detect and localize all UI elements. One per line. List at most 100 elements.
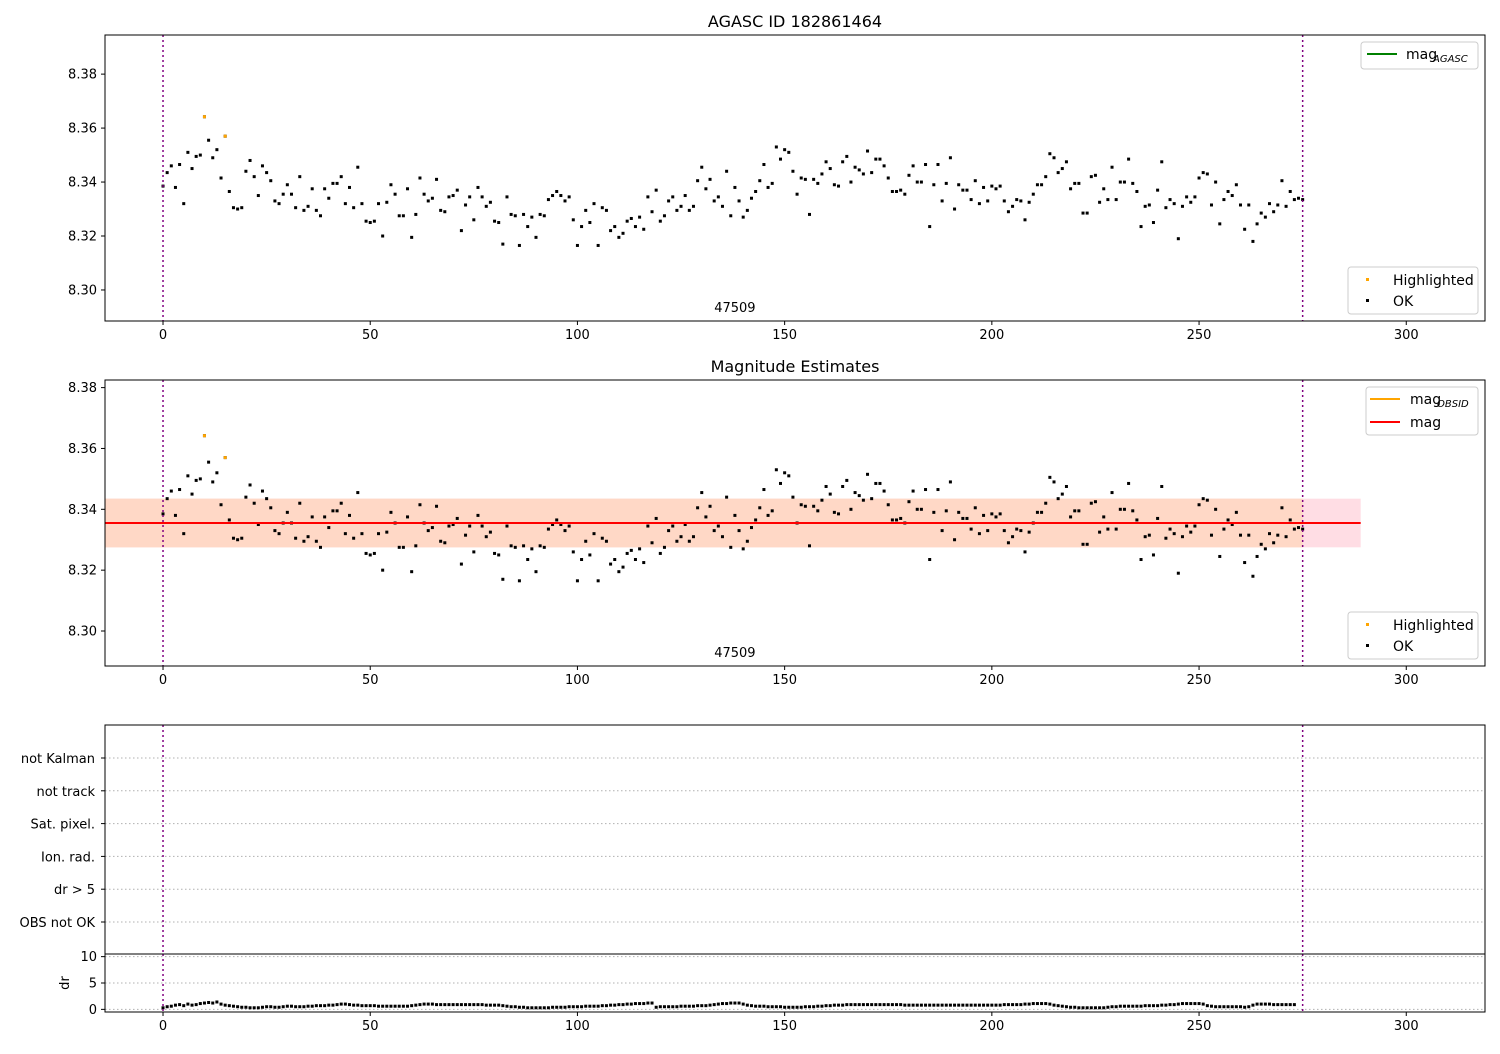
- dr-point: [621, 1003, 625, 1007]
- ok-point: [410, 235, 414, 239]
- dr-point: [953, 1003, 957, 1007]
- ok-point: [352, 206, 356, 210]
- x-tick-label: 50: [362, 328, 379, 343]
- dr-point: [281, 1005, 285, 1009]
- y-tick-label: 0: [89, 1003, 97, 1018]
- ok-point: [484, 204, 488, 208]
- dr-point: [1172, 1003, 1176, 1007]
- ok-point: [335, 181, 339, 185]
- ok-point: [977, 202, 981, 206]
- ok-point: [1280, 506, 1284, 510]
- ok-point: [1027, 200, 1031, 204]
- ok-point: [1201, 497, 1205, 501]
- dr-point: [567, 1005, 571, 1009]
- y-tick-label: 10: [80, 950, 97, 965]
- dr-point: [737, 1001, 741, 1005]
- dr-point: [464, 1003, 468, 1007]
- ok-point: [476, 185, 480, 189]
- ok-point: [940, 529, 944, 533]
- ok-point: [343, 532, 347, 536]
- ok-point: [1160, 484, 1164, 488]
- dr-point: [696, 1004, 700, 1008]
- ok-point: [745, 539, 749, 543]
- ok-point: [1226, 518, 1230, 522]
- ok-point: [497, 553, 501, 557]
- ok-point: [658, 219, 662, 223]
- dr-point: [240, 1005, 244, 1009]
- dr-point: [592, 1004, 596, 1008]
- x-tick-label: 250: [1187, 328, 1212, 343]
- dr-point: [480, 1003, 484, 1007]
- dr-point: [1069, 1005, 1073, 1009]
- dr-point: [787, 1005, 791, 1009]
- legend-swatch-ok: [1366, 644, 1369, 647]
- ok-point: [538, 544, 542, 548]
- dr-point: [302, 1005, 306, 1009]
- legend-label-highlighted: Highlighted: [1393, 273, 1474, 289]
- ok-point: [1081, 211, 1085, 215]
- dr-point: [476, 1003, 480, 1007]
- ok-point: [687, 539, 691, 543]
- ok-point: [1234, 183, 1238, 187]
- ok-point: [1272, 541, 1276, 545]
- dr-point: [679, 1004, 683, 1008]
- ok-point: [725, 169, 729, 173]
- ok-point: [915, 507, 919, 511]
- dr-point: [285, 1004, 289, 1008]
- ok-point: [882, 164, 886, 168]
- ok-point: [513, 214, 517, 218]
- dr-point: [331, 1003, 335, 1007]
- dr-point: [720, 1002, 724, 1006]
- ok-point: [1135, 189, 1139, 193]
- dr-point: [808, 1005, 812, 1009]
- dr-point: [749, 1004, 753, 1008]
- ok-point: [526, 558, 530, 562]
- points-layer: [161, 1000, 1296, 1010]
- ok-point: [555, 518, 559, 522]
- ok-point: [1255, 222, 1259, 226]
- ok-point: [331, 509, 335, 513]
- ok-point: [675, 208, 679, 212]
- dr-point: [1139, 1004, 1143, 1008]
- ok-point: [629, 548, 633, 552]
- ok-point: [1102, 187, 1106, 191]
- ok-point: [534, 235, 538, 239]
- flag-label: OBS not OK: [20, 916, 96, 931]
- dr-point: [1247, 1005, 1251, 1009]
- dr-point: [472, 1003, 476, 1007]
- ok-point: [704, 187, 708, 191]
- dr-point: [1114, 1005, 1118, 1009]
- y-tick-label: 5: [89, 977, 97, 992]
- ok-point: [948, 480, 952, 484]
- ok-point: [1060, 167, 1064, 171]
- dr-point: [837, 1003, 841, 1007]
- ok-point: [866, 149, 870, 153]
- ok-point: [609, 562, 613, 566]
- ok-point: [928, 225, 932, 229]
- ok-point: [932, 510, 936, 514]
- dr-point: [604, 1004, 608, 1008]
- dr-point: [451, 1003, 455, 1007]
- ok-point: [853, 165, 857, 169]
- ok-point: [795, 192, 799, 196]
- ok-point: [360, 532, 364, 536]
- ok-point: [1131, 181, 1135, 185]
- ok-point: [1122, 507, 1126, 511]
- dr-point: [522, 1005, 526, 1009]
- ok-point: [965, 188, 969, 192]
- ok-point: [1255, 554, 1259, 558]
- ok-point: [522, 212, 526, 216]
- ok-point: [227, 189, 231, 193]
- ok-point: [323, 187, 327, 191]
- x-tick-label: 150: [772, 1019, 797, 1034]
- ok-point: [513, 545, 517, 549]
- x-tick-label: 100: [565, 673, 590, 688]
- dr-point: [932, 1003, 936, 1007]
- dr-point: [816, 1004, 820, 1008]
- ok-point: [348, 513, 352, 517]
- dr-point: [563, 1005, 567, 1009]
- dr-point: [273, 1005, 277, 1009]
- dr-point: [1276, 1003, 1280, 1007]
- dr-point: [169, 1004, 173, 1008]
- ok-point: [986, 529, 990, 533]
